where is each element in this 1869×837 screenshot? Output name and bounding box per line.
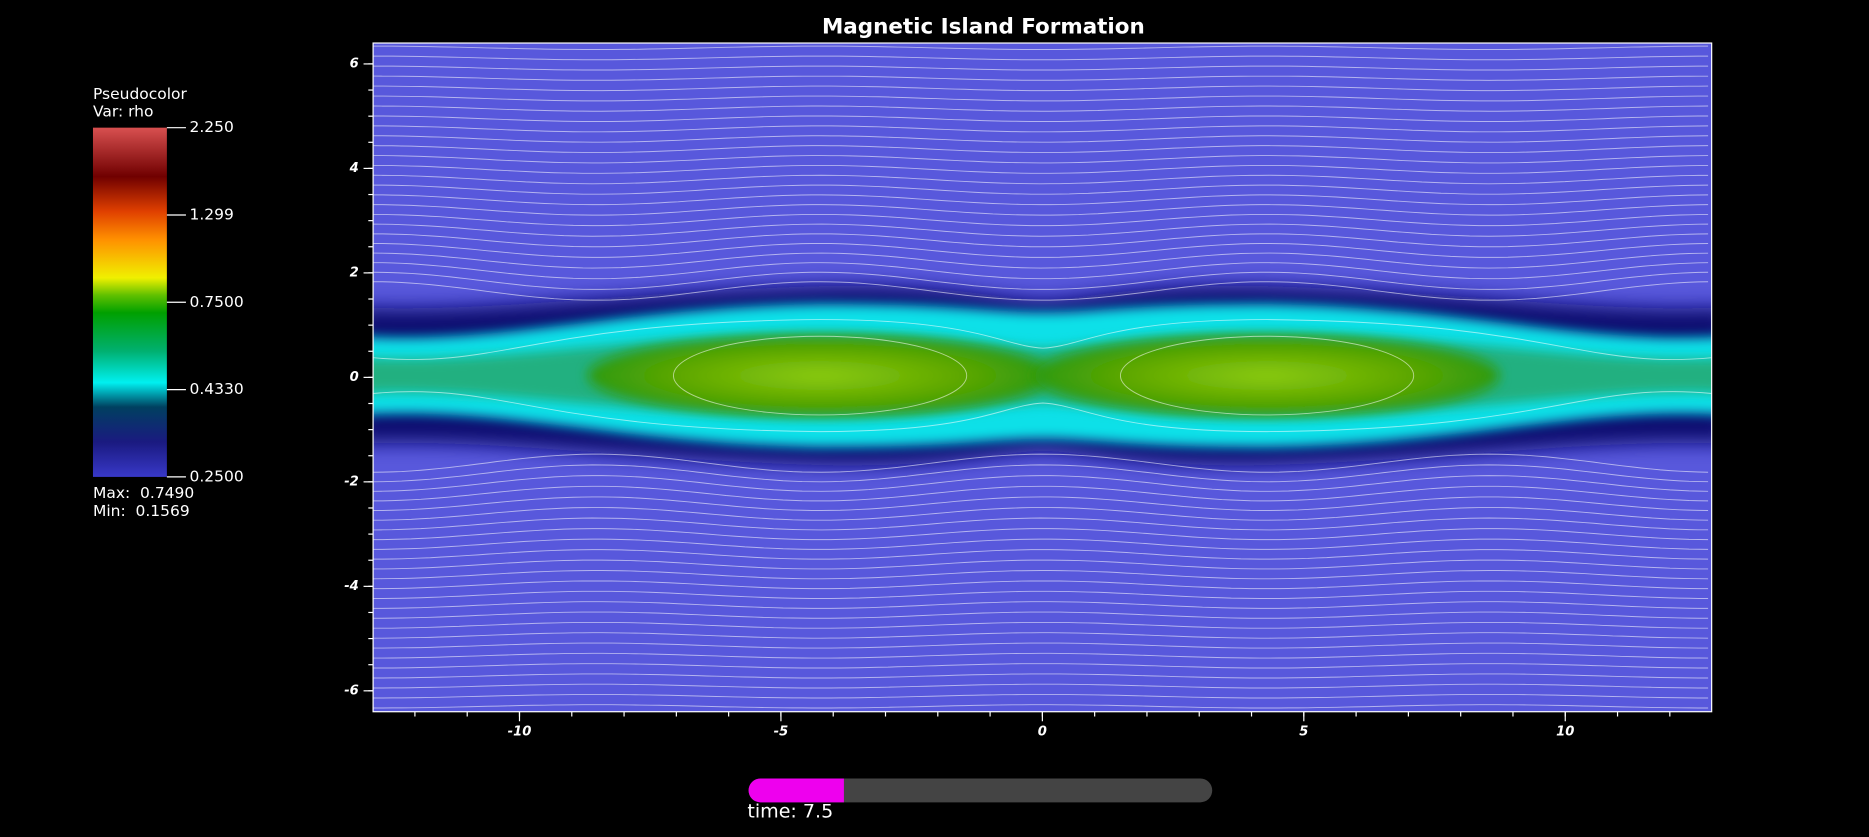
field	[373, 43, 1712, 712]
field-line	[373, 673, 1709, 679]
y-tick-label: -6	[344, 683, 359, 698]
field-line	[373, 569, 1709, 580]
field-line	[373, 145, 1709, 154]
legend-plot: Pseudocolor	[93, 85, 188, 103]
time-label: time: 7.5	[747, 800, 833, 822]
field-line	[373, 262, 1709, 280]
field-line	[373, 517, 1709, 531]
x-tick-label: 10	[1556, 724, 1574, 739]
field-line	[373, 601, 1709, 609]
field-line	[373, 590, 1709, 599]
legend-tick-label: 0.7500	[190, 293, 244, 311]
slider-progress	[748, 778, 844, 803]
y-tick-label: 6	[350, 56, 359, 71]
field-line	[373, 538, 1709, 550]
field-line	[373, 213, 1709, 227]
island	[1034, 335, 1500, 417]
field-line	[373, 611, 1709, 619]
field-line	[373, 85, 1709, 92]
field-line	[373, 704, 1709, 709]
x-tick-label: 0	[1038, 724, 1047, 739]
field-line	[373, 155, 1709, 164]
field-line	[373, 549, 1709, 560]
field-line	[373, 496, 1709, 511]
legend-min: Min: 0.1569	[93, 502, 190, 520]
field-line	[373, 75, 1709, 81]
field-line	[373, 485, 1709, 502]
field-line	[373, 45, 1709, 50]
field-line	[373, 243, 1709, 258]
legend-tick-label: 1.299	[190, 205, 234, 223]
field-line	[373, 683, 1709, 689]
chart-title: Magnetic Island Formation	[822, 15, 1145, 40]
y-tick-label: 0	[350, 370, 359, 385]
x-tick-label: -10	[508, 724, 532, 739]
field-line	[373, 281, 1709, 301]
field-line	[373, 125, 1709, 133]
field-line	[373, 580, 1709, 590]
field-line	[373, 475, 1709, 492]
field-line	[373, 271, 1709, 290]
legend-var: Var: rho	[93, 103, 153, 121]
field-line	[373, 507, 1709, 521]
legend-tick-label: 2.250	[190, 118, 234, 136]
field-line	[373, 652, 1709, 659]
field-line	[373, 693, 1709, 699]
field-line	[373, 223, 1709, 237]
field-line	[373, 194, 1709, 206]
field-line	[373, 233, 1709, 248]
x-tick-label: -5	[774, 724, 789, 739]
field-line	[373, 164, 1709, 174]
island	[587, 335, 1053, 417]
field-line	[373, 105, 1709, 112]
field-line	[373, 115, 1709, 122]
field-line	[373, 464, 1709, 483]
legend-tick-label: 0.2500	[190, 467, 244, 485]
legend-tick-label: 0.4330	[190, 380, 244, 398]
field-line	[373, 184, 1709, 195]
field-lines	[373, 45, 1712, 709]
field-line	[373, 528, 1709, 541]
y-tick-label: -2	[344, 474, 359, 489]
field-line	[373, 95, 1709, 102]
field-line	[373, 174, 1709, 185]
x-tick-label: 5	[1299, 724, 1308, 739]
legend-max: Max: 0.7490	[93, 484, 194, 502]
time-slider	[748, 778, 1213, 803]
field-line	[373, 204, 1709, 216]
y-tick-label: 4	[349, 161, 359, 176]
field-line	[373, 642, 1709, 649]
field-line	[373, 252, 1709, 269]
color-bar	[92, 127, 167, 477]
field-line	[373, 663, 1709, 669]
field-line	[373, 55, 1709, 61]
field-line	[373, 632, 1709, 639]
field-line	[373, 453, 1709, 473]
y-tick-label: -4	[344, 579, 359, 594]
slider-track	[748, 778, 1213, 803]
field-line	[373, 65, 1709, 71]
field-line	[373, 559, 1709, 570]
field-line	[373, 621, 1709, 629]
y-tick-label: 2	[350, 265, 359, 280]
field-line	[373, 135, 1709, 143]
